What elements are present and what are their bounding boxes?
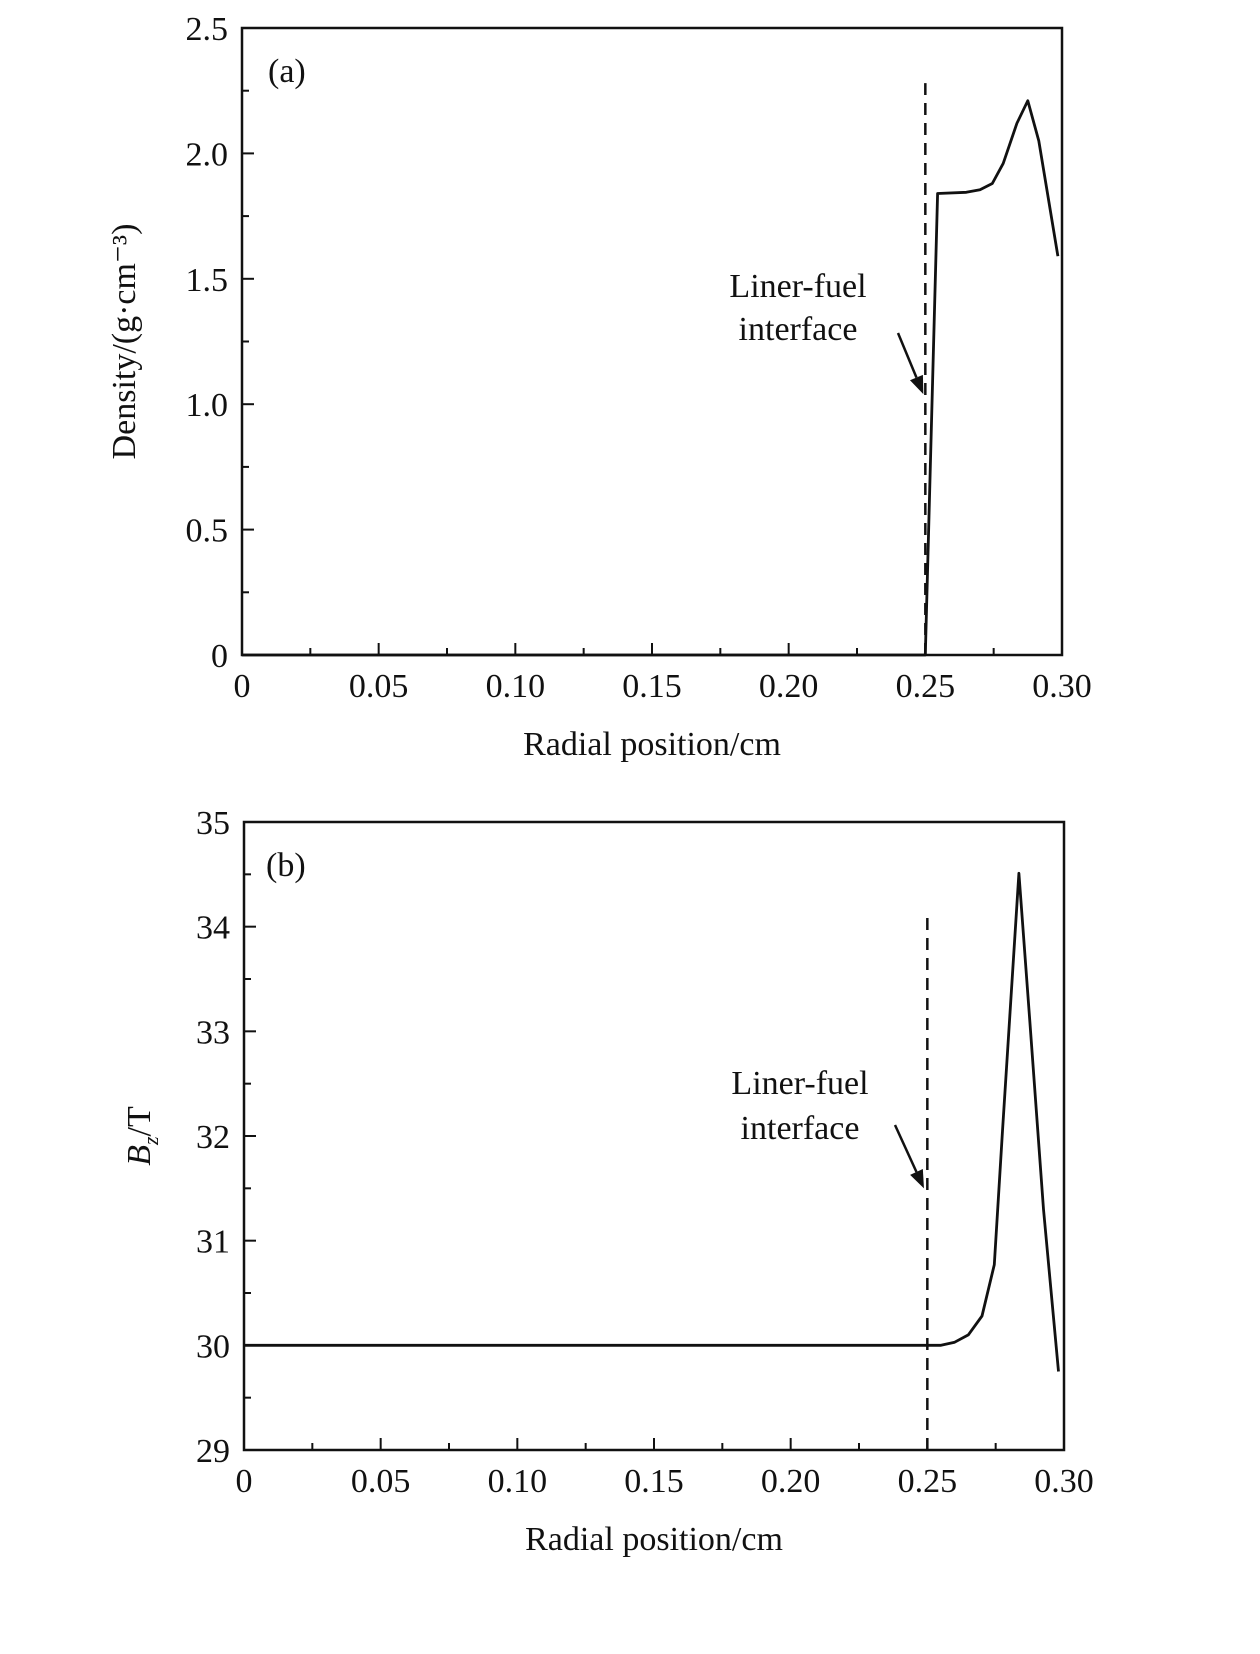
x-axis-title: Radial position/cm (525, 1521, 783, 1558)
y-tick-label: 0.5 (186, 513, 229, 550)
y-axis-title: Density/(g·cm⁻³) (106, 224, 143, 460)
y-tick-label: 34 (196, 910, 230, 947)
y-axis-title: Bz/T (121, 1106, 163, 1166)
x-axis-title: Radial position/cm (523, 726, 781, 763)
panel-label: (b) (266, 847, 306, 884)
y-tick-label: 35 (196, 805, 230, 842)
panel-label: (a) (268, 53, 306, 90)
y-tick-label: 1.0 (186, 387, 229, 424)
y-axis-subscript: z (138, 1136, 163, 1146)
x-tick-label: 0.15 (624, 1463, 684, 1500)
x-tick-label: 0.25 (898, 1463, 958, 1500)
y-axis-symbol: B (121, 1145, 158, 1166)
annotation-line-1: Liner-fuel (729, 268, 866, 305)
data-series-line (244, 871, 1060, 1372)
y-tick-label: 29 (196, 1433, 230, 1470)
y-tick-label: 33 (196, 1014, 230, 1051)
plot-frame (240, 26, 1064, 657)
y-tick-label: 30 (196, 1328, 230, 1365)
x-tick-label: 0.10 (486, 668, 546, 705)
x-tick-label: 0.05 (349, 668, 409, 705)
x-tick-label: 0.30 (1032, 668, 1092, 705)
x-tick-label: 0.05 (351, 1463, 411, 1500)
y-tick-label: 0 (211, 638, 228, 675)
x-tick-label: 0.20 (761, 1463, 821, 1500)
annotation-line-2: interface (741, 1110, 860, 1147)
y-tick-label: 2.0 (186, 136, 229, 173)
x-tick-label: 0 (236, 1463, 253, 1500)
x-tick-label: 0.10 (488, 1463, 548, 1500)
y-tick-label: 32 (196, 1119, 230, 1156)
x-tick-label: 0.20 (759, 668, 819, 705)
annotation-arrow-shaft (896, 332, 918, 379)
annotation-arrow-shaft (893, 1124, 918, 1173)
x-tick-label: 0.30 (1034, 1463, 1094, 1500)
annotation-line-2: interface (739, 311, 858, 348)
annotation-line-1: Liner-fuel (731, 1065, 868, 1102)
y-tick-label: 31 (196, 1224, 230, 1261)
chart-panel-a: 0 0.05 0.10 0.15 0.20 0.25 0.30 0 0.5 1.0 1.5 2.0 2.… (106, 11, 1092, 763)
y-tick-label: 2.5 (186, 11, 229, 48)
y-tick-label: 1.5 (186, 262, 229, 299)
annotation-arrow-head (909, 374, 924, 395)
y-axis-unit: /T (121, 1106, 158, 1136)
annotation-arrow-head (910, 1169, 924, 1189)
data-series-line (242, 99, 1060, 657)
x-tick-label: 0 (234, 668, 251, 705)
plot-frame (242, 820, 1066, 1452)
x-tick-label: 0.15 (622, 668, 682, 705)
chart-panel-b: 0 0.05 0.10 0.15 0.20 0.25 0.30 29 30 31 32 33 34 35 R… (121, 805, 1094, 1558)
x-tick-label: 0.25 (896, 668, 956, 705)
